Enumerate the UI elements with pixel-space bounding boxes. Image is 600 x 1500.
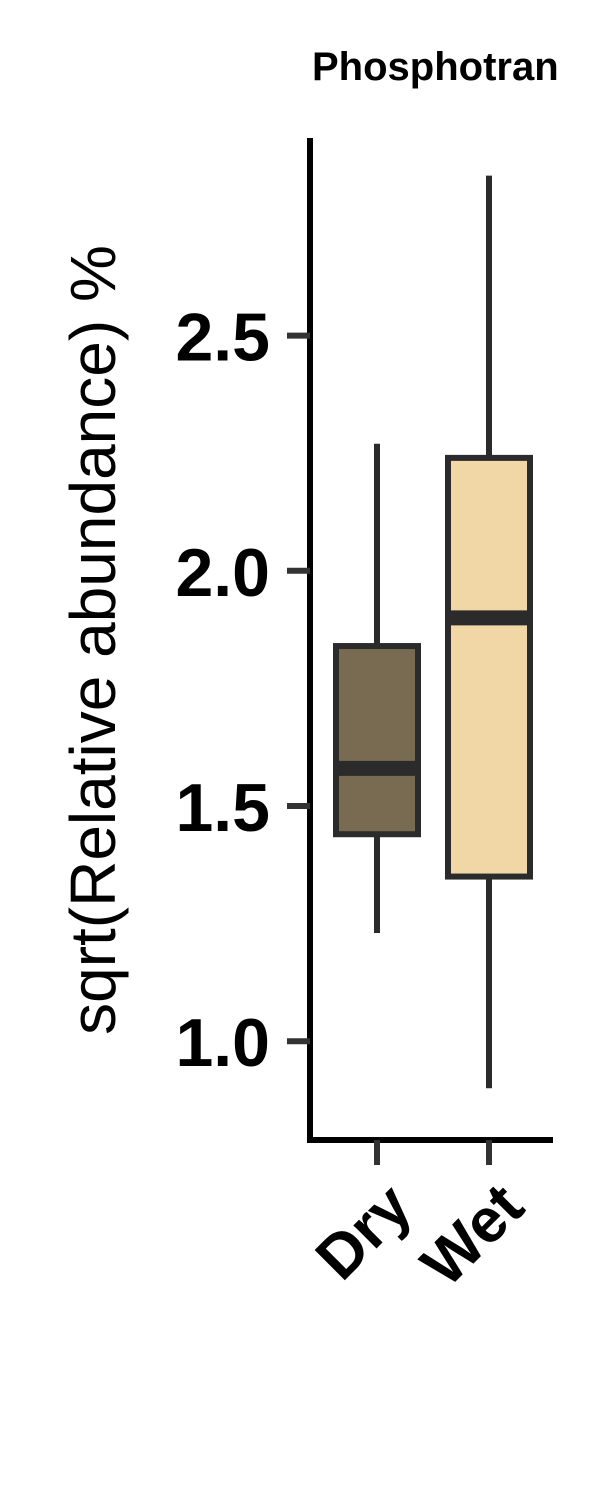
y-tick-label: 2.5 — [175, 300, 270, 376]
y-ticks: 1.0 1.5 2.0 2.5 — [175, 300, 310, 1081]
chart-title: Phosphotran — [312, 45, 559, 89]
x-tick-label-dry: Dry — [303, 1171, 425, 1293]
box-dry — [333, 443, 421, 934]
boxes — [333, 175, 533, 1089]
y-tick-label: 1.5 — [175, 770, 270, 846]
y-tick-label: 2.0 — [175, 535, 270, 611]
interquartile-box — [445, 454, 533, 880]
y-axis-label: sqrt(Relative abundance) % — [57, 245, 129, 1035]
box-wet — [445, 175, 533, 1089]
x-tick-label-wet: Wet — [409, 1171, 537, 1299]
axes — [307, 138, 553, 1143]
interquartile-box — [333, 643, 421, 838]
y-tick-label: 1.0 — [175, 1005, 270, 1081]
